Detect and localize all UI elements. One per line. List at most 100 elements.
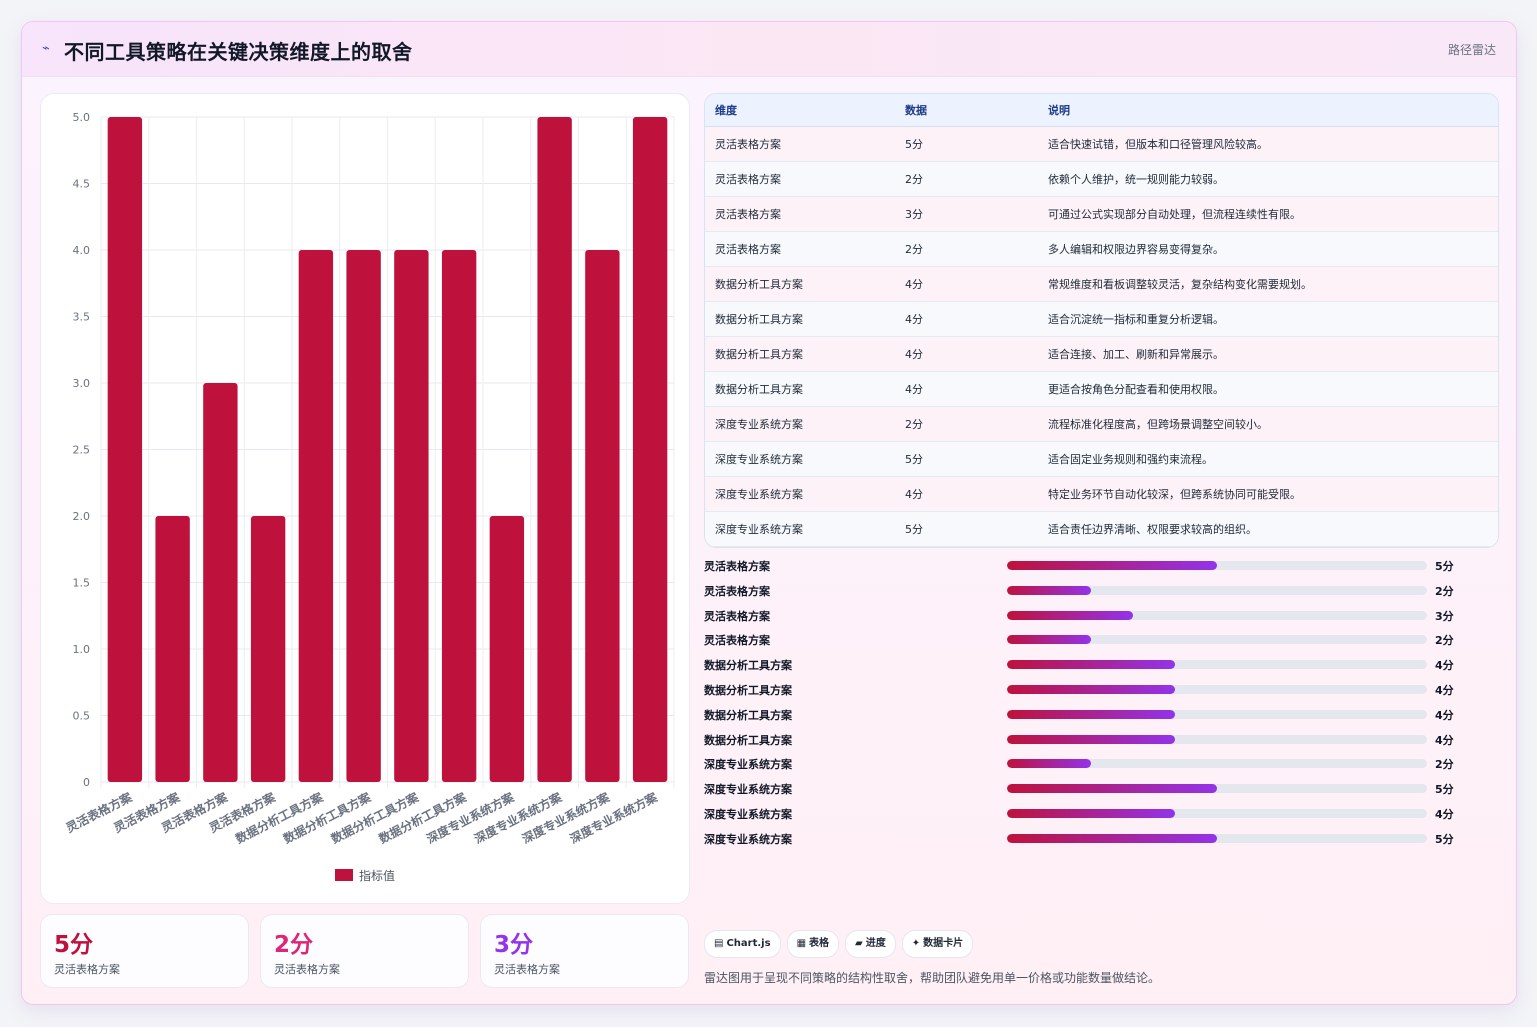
table-cell: 2分	[895, 231, 1038, 267]
table-cell: 深度专业系统方案	[705, 511, 895, 547]
sparkle-icon: ✦	[911, 938, 921, 949]
y-tick-label: 3.5	[73, 311, 91, 324]
progress-track	[1007, 561, 1427, 570]
progress-label: 数据分析工具方案	[704, 733, 792, 747]
table-row[interactable]: 灵活表格方案 2分 依赖个人维护，统一规则能力较弱。	[705, 161, 1498, 197]
progress-label: 深度专业系统方案	[704, 783, 792, 797]
table-row[interactable]: 深度专业系统方案 5分 适合责任边界清晰、权限要求较高的组织。	[705, 511, 1498, 547]
table-cell: 4分	[895, 476, 1038, 512]
table-cell: 深度专业系统方案	[705, 476, 895, 512]
table-row[interactable]: 数据分析工具方案 4分 适合沉淀统一指标和重复分析逻辑。	[705, 301, 1498, 337]
progress-track	[1007, 759, 1427, 769]
stat-card: 2分灵活表格方案	[260, 914, 469, 988]
progress-row: 数据分析工具方案 4分	[704, 727, 1504, 752]
bar	[298, 250, 334, 782]
progress-label: 灵活表格方案	[704, 560, 770, 573]
progress-value: 4分	[1435, 708, 1454, 722]
stat-card: 5分 灵活表格方案	[40, 914, 249, 988]
tag-chip[interactable]: ✦ 数据卡片	[901, 930, 974, 958]
y-tick-label: 2.0	[73, 510, 91, 523]
table-cell: 数据分析工具方案	[705, 371, 895, 407]
table-cell: 更适合按角色分配查看和使用权限。	[1038, 371, 1498, 407]
progress-label: 灵活表格方案	[704, 609, 770, 623]
progress-track	[1007, 734, 1427, 744]
data-table-card: 维度 数据 说明 灵活表格方案 5分 适合快速试错，但版本和口径管理风险较高。 灵活表…	[704, 93, 1499, 548]
progress-value: 2分	[1435, 584, 1454, 598]
table-row[interactable]: 数据分析工具方案 4分 更适合按角色分配查看和使用权限。	[705, 371, 1498, 407]
progress-value: 4分	[1435, 659, 1454, 673]
table-row[interactable]: 深度专业系统方案 2分 流程标准化程度高，但跨场景调整空间较小。	[705, 406, 1498, 442]
table-cell: 4分	[895, 371, 1038, 407]
y-tick-label: 0	[83, 776, 90, 789]
progress-row: 数据分析工具方案 4分	[704, 652, 1504, 677]
y-tick-label: 4.0	[73, 244, 91, 257]
table-cell: 深度专业系统方案	[705, 406, 895, 442]
progress-fill	[1007, 833, 1217, 843]
progress-fill	[1007, 684, 1175, 694]
progress-track	[1007, 585, 1427, 595]
column-header-data[interactable]: 数据	[895, 94, 1038, 127]
table-row[interactable]: 灵活表格方案 5分 适合快速试错，但版本和口径管理风险较高。	[705, 126, 1498, 162]
progress-fill	[1007, 709, 1175, 719]
column-header-description[interactable]: 说明	[1038, 94, 1498, 127]
tag-chip[interactable]: ▤ Chart.js	[704, 930, 781, 958]
progress-value: 5分	[1435, 560, 1454, 573]
stat-card: 3分灵活表格方案	[480, 914, 689, 988]
table-row[interactable]: 深度专业系统方案 5分 适合固定业务规则和强约束流程。	[705, 441, 1498, 477]
table-cell: 4分	[895, 301, 1038, 337]
tag-chip[interactable]: ▦ 表格	[786, 930, 840, 958]
stat-value: 3分	[494, 932, 534, 958]
column-header-dimension[interactable]: 维度	[705, 94, 895, 127]
progress-track	[1007, 784, 1427, 794]
bar	[537, 117, 572, 782]
progress-label: 深度专业系统方案	[704, 807, 792, 821]
stat-label: 灵活表格方案	[274, 963, 340, 976]
header-tag: 路径雷达	[1447, 43, 1496, 57]
progress-row: 深度专业系统方案 5分	[704, 776, 1504, 801]
bar	[250, 516, 286, 782]
bar	[203, 383, 238, 782]
progress-value: 4分	[1435, 807, 1454, 821]
tag-chips: ▤ Chart.js ▦ 表格 ▰ 进度 ✦ 数据卡片	[704, 930, 979, 958]
table-cell: 深度专业系统方案	[705, 441, 895, 477]
progress-list: 灵活表格方案 5分 灵活表格方案 2分 灵活表格方案 3分 灵活表格方案 2分 数据分析工具方案…	[704, 553, 1504, 851]
table-row[interactable]: 灵活表格方案 2分 多人编辑和权限边界容易变得复杂。	[705, 231, 1498, 267]
progress-value: 4分	[1435, 683, 1454, 697]
table-row[interactable]: 灵活表格方案 3分 可通过公式实现部分自动处理，但流程连续性有限。	[705, 196, 1498, 232]
table-cell: 灵活表格方案	[705, 161, 895, 197]
progress-fill	[1007, 734, 1175, 744]
progress-value: 2分	[1435, 634, 1454, 648]
header: ⌁ 不同工具策略在关键决策维度上的取舍 路径雷达	[22, 22, 1516, 77]
table-row[interactable]: 数据分析工具方案 4分 常规维度和看板调整较灵活，复杂结构变化需要规划。	[705, 266, 1498, 302]
progress-label: 数据分析工具方案	[704, 683, 792, 697]
progress-row: 灵活表格方案 5分	[704, 553, 1504, 578]
bar	[155, 516, 190, 782]
table-cell: 2分	[895, 406, 1038, 442]
progress-row: 深度专业系统方案 5分	[704, 826, 1504, 851]
progress-value: 2分	[1435, 758, 1454, 772]
progress-row: 数据分析工具方案 4分	[704, 702, 1504, 727]
data-table: 维度 数据 说明 灵活表格方案 5分 适合快速试错，但版本和口径管理风险较高。 灵活表…	[705, 94, 1498, 547]
chip-label: Chart.js	[726, 938, 771, 949]
table-cell: 适合责任边界清晰、权限要求较高的组织。	[1038, 511, 1498, 547]
progress-track	[1007, 709, 1427, 719]
table-row[interactable]: 深度专业系统方案 4分 特定业务环节自动化较深，但跨系统协同可能受限。	[705, 476, 1498, 512]
progress-value: 4分	[1435, 733, 1454, 747]
table-cell: 5分	[895, 511, 1038, 547]
chart-pulse-icon: ⌁	[42, 41, 50, 56]
stat-label: 灵活表格方案	[494, 963, 560, 976]
stat-label: 灵活表格方案	[54, 963, 120, 976]
table-cell: 4分	[895, 336, 1038, 372]
bar	[441, 250, 477, 782]
table-row[interactable]: 数据分析工具方案 4分 适合连接、加工、刷新和异常展示。	[705, 336, 1498, 372]
progress-label: 数据分析工具方案	[704, 708, 792, 722]
progress-label: 深度专业系统方案	[704, 832, 792, 846]
table-cell: 数据分析工具方案	[705, 266, 895, 302]
table-cell: 数据分析工具方案	[705, 336, 895, 372]
stat-value: 2分	[274, 932, 314, 958]
progress-value: 3分	[1435, 609, 1454, 623]
tag-chip[interactable]: ▰ 进度	[845, 930, 896, 958]
table-cell: 特定业务环节自动化较深，但跨系统协同可能受限。	[1038, 476, 1498, 512]
bar-chart[interactable]: 00.51.01.52.02.53.03.54.04.55.0灵活表格方案灵活表…	[41, 94, 689, 903]
bar	[107, 117, 143, 782]
